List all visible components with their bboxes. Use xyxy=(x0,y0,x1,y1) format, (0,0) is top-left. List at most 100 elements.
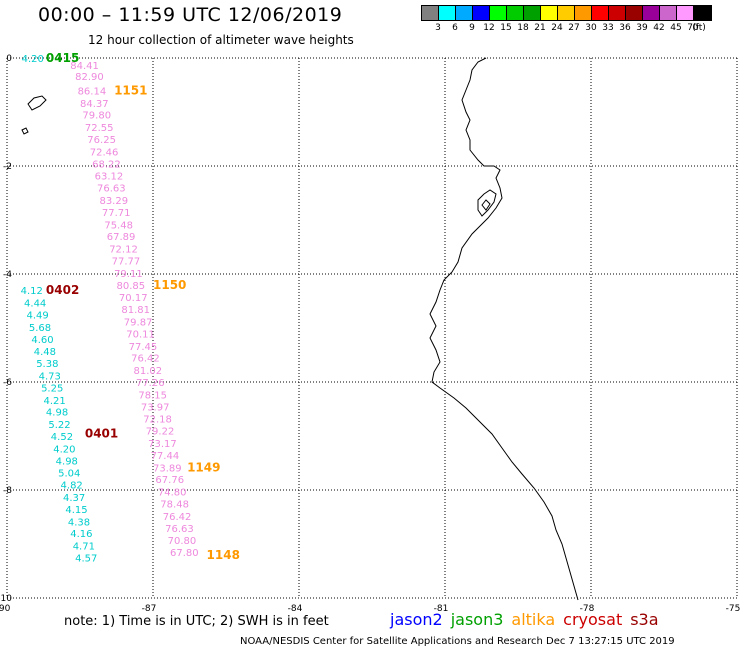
wave-height-label: 4.82 xyxy=(61,481,83,492)
legend-label: 6 xyxy=(452,23,458,33)
legend-swatch xyxy=(439,6,456,20)
pass-time-label: 1148 xyxy=(207,548,240,562)
wave-height-label: 82.90 xyxy=(75,72,104,83)
footer-credit: NOAA/NESDIS Center for Satellite Applica… xyxy=(240,636,675,647)
legend-label: 39 xyxy=(636,23,648,33)
coastline-mainland xyxy=(429,57,579,601)
legend-swatches xyxy=(421,5,712,21)
wave-height-label: 77.77 xyxy=(112,257,141,268)
wave-height-label: 80.85 xyxy=(117,281,146,292)
footer-note: note: 1) Time is in UTC; 2) SWH is in fe… xyxy=(64,614,329,629)
wave-height-label: 78.48 xyxy=(160,500,189,511)
lat-tick-label: 0 xyxy=(6,54,12,64)
wave-height-label: 70.11 xyxy=(126,329,155,340)
legend-swatch xyxy=(626,6,643,20)
legend-label: 33 xyxy=(602,23,614,33)
wave-height-label: 77.26 xyxy=(136,378,165,389)
lat-tick-label: -6 xyxy=(3,378,12,388)
wave-height-label: 76.42 xyxy=(163,512,192,523)
wave-height-label: 70.80 xyxy=(168,536,197,547)
lat-tick-label: -4 xyxy=(3,270,12,280)
lon-tick-label: -81 xyxy=(434,604,449,614)
lon-tick-label: -90 xyxy=(0,604,11,614)
lon-tick-label: -87 xyxy=(142,604,157,614)
pass-time-label: 0401 xyxy=(85,426,118,440)
wave-height-label: 74.80 xyxy=(158,488,187,499)
wave-height-label: 77.71 xyxy=(102,208,131,219)
wave-height-label: 76.42 xyxy=(131,354,160,365)
legend-label: 12 xyxy=(483,23,495,33)
legend-swatch xyxy=(643,6,660,20)
wave-height-label: 67.89 xyxy=(107,232,136,243)
wave-height-label: 72.55 xyxy=(85,123,114,134)
lon-tick-label: -84 xyxy=(288,604,303,614)
legend-label: 27 xyxy=(568,23,580,33)
color-legend: 3 6 9 12 15 18 21 24 27 30 33 36 39 42 45 70 (ft) xyxy=(421,5,712,35)
axis-labels: -90 -87 -84 -81 -78 -75 0 -2 -4 -6 -8 -10 xyxy=(0,54,740,614)
legend-label: 3 xyxy=(435,23,441,33)
wave-height-label: 77.44 xyxy=(151,451,180,462)
wave-height-label: 4.44 xyxy=(24,299,46,310)
wave-height-label: 4.16 xyxy=(70,529,92,540)
wave-height-label: 75.48 xyxy=(104,220,133,231)
pass-time-label: 1151 xyxy=(114,83,147,97)
wave-height-label: 72.12 xyxy=(109,245,138,256)
wave-height-label: 4.20 xyxy=(22,54,44,65)
wave-height-label: 76.63 xyxy=(165,524,194,535)
wave-height-label: 4.98 xyxy=(56,456,78,467)
wave-height-label: 68.22 xyxy=(92,159,121,170)
lat-tick-label: -10 xyxy=(0,594,12,604)
wave-height-label: 5.38 xyxy=(36,359,58,370)
altimeter-tracks: 4.20 041584.4182.9086.1484.3779.8072.5576… xyxy=(21,51,240,565)
wave-height-label: 73.97 xyxy=(141,402,170,413)
wave-height-label: 79.11 xyxy=(114,269,143,280)
wave-height-label: 73.89 xyxy=(153,463,182,474)
wave-height-label: 63.12 xyxy=(95,172,124,183)
wave-height-label: 81.81 xyxy=(121,305,150,316)
legend-label: 21 xyxy=(534,23,546,33)
legend-swatch xyxy=(575,6,592,20)
satellite-name: altika xyxy=(511,610,556,629)
wave-height-label: 4.12 xyxy=(21,286,43,297)
wave-height-label: 5.22 xyxy=(48,420,70,431)
legend-swatch xyxy=(660,6,677,20)
satellite-name: s3a xyxy=(630,610,659,629)
wave-height-label: 84.37 xyxy=(80,99,109,110)
coastline xyxy=(429,57,579,601)
legend-swatch xyxy=(694,6,711,20)
wave-height-label: 4.71 xyxy=(73,542,95,553)
legend-label: 15 xyxy=(500,23,512,33)
pass-time-label: 0415 xyxy=(46,51,79,65)
wave-height-label: 79.80 xyxy=(82,111,111,122)
legend-swatch xyxy=(524,6,541,20)
wave-height-label: 4.15 xyxy=(65,505,87,516)
wave-height-label: 4.98 xyxy=(46,408,68,419)
wave-height-label: 4.38 xyxy=(68,517,90,528)
wave-height-label: 77.45 xyxy=(129,342,158,353)
wave-height-label: 70.17 xyxy=(119,293,148,304)
legend-swatch xyxy=(609,6,626,20)
legend-label: 42 xyxy=(653,23,665,33)
coastline-island xyxy=(481,199,491,211)
wave-height-label: 4.49 xyxy=(26,311,48,322)
wave-height-label: 72.46 xyxy=(90,147,119,158)
wave-height-label: 4.48 xyxy=(34,347,56,358)
legend-swatch xyxy=(541,6,558,20)
legend-label: 36 xyxy=(619,23,631,33)
wave-height-label: 67.76 xyxy=(155,475,184,486)
map-subtitle: 12 hour collection of altimeter wave hei… xyxy=(88,33,354,47)
galapagos-islands xyxy=(21,95,47,135)
satellite-name: jason3 xyxy=(450,610,504,629)
wave-height-label: 4.20 xyxy=(53,444,75,455)
satellite-legend: jason2 jason3 altika cryosat s3a xyxy=(390,610,667,629)
wave-height-label: 5.68 xyxy=(29,323,51,334)
legend-label: 24 xyxy=(551,23,563,33)
legend-swatch xyxy=(473,6,490,20)
island-small xyxy=(21,127,29,135)
wave-height-label: 4.21 xyxy=(44,396,66,407)
coastline-gulf xyxy=(477,189,497,217)
wave-height-label: 84.41 xyxy=(70,61,99,72)
map-title: 00:00 – 11:59 UTC 12/06/2019 xyxy=(38,4,343,26)
wave-height-label: 73.17 xyxy=(148,439,177,450)
wave-height-label: 72.18 xyxy=(143,415,172,426)
